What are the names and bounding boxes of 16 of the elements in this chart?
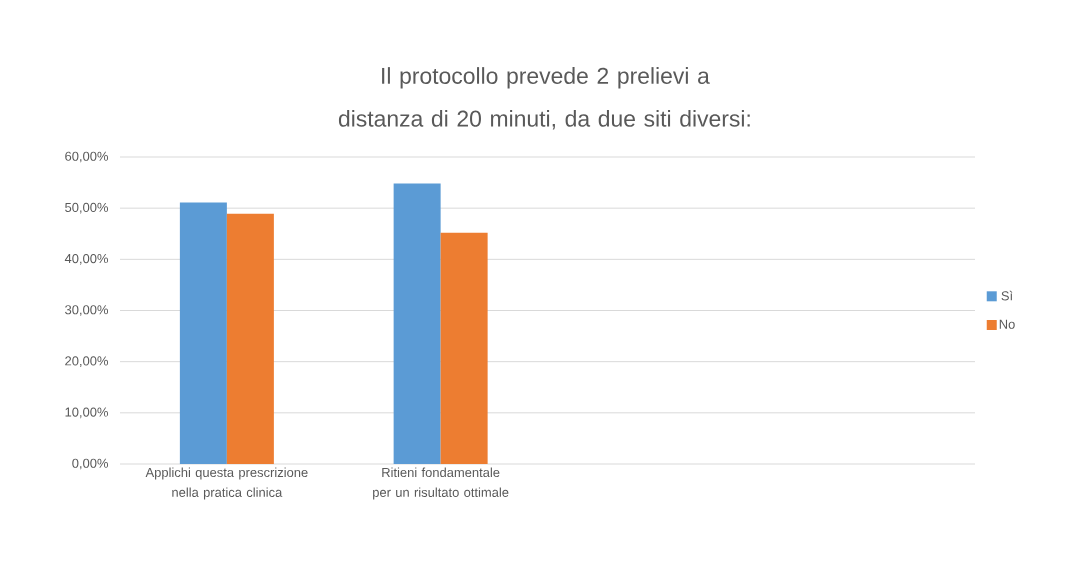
y-tick-label: 40,00%	[64, 253, 109, 265]
y-tick-label: 30,00%	[65, 305, 109, 316]
bar	[393, 183, 441, 464]
chart-title: Il protocollo prevede 2 prelievi a distanza di 20 minuti, da due siti diversi:	[338, 67, 750, 130]
bar	[440, 232, 488, 464]
y-tick-label: 50,00%	[65, 202, 109, 214]
bar	[179, 202, 227, 464]
x-tick-label: Applichi questa prescrizione nella pratica clinica	[145, 467, 308, 500]
y-tick-label: 60,00%	[65, 151, 109, 163]
legend-label: Sì	[1001, 290, 1013, 301]
y-tick-label: 20,00%	[65, 356, 109, 368]
x-tick-label: Ritieni fondamentale per un risultato ottimale	[373, 467, 509, 500]
bar	[226, 213, 274, 464]
legend-label: No	[999, 319, 1015, 329]
y-tick-label: 0,00%	[72, 458, 109, 470]
y-tick-label: 10,00%	[65, 407, 109, 419]
